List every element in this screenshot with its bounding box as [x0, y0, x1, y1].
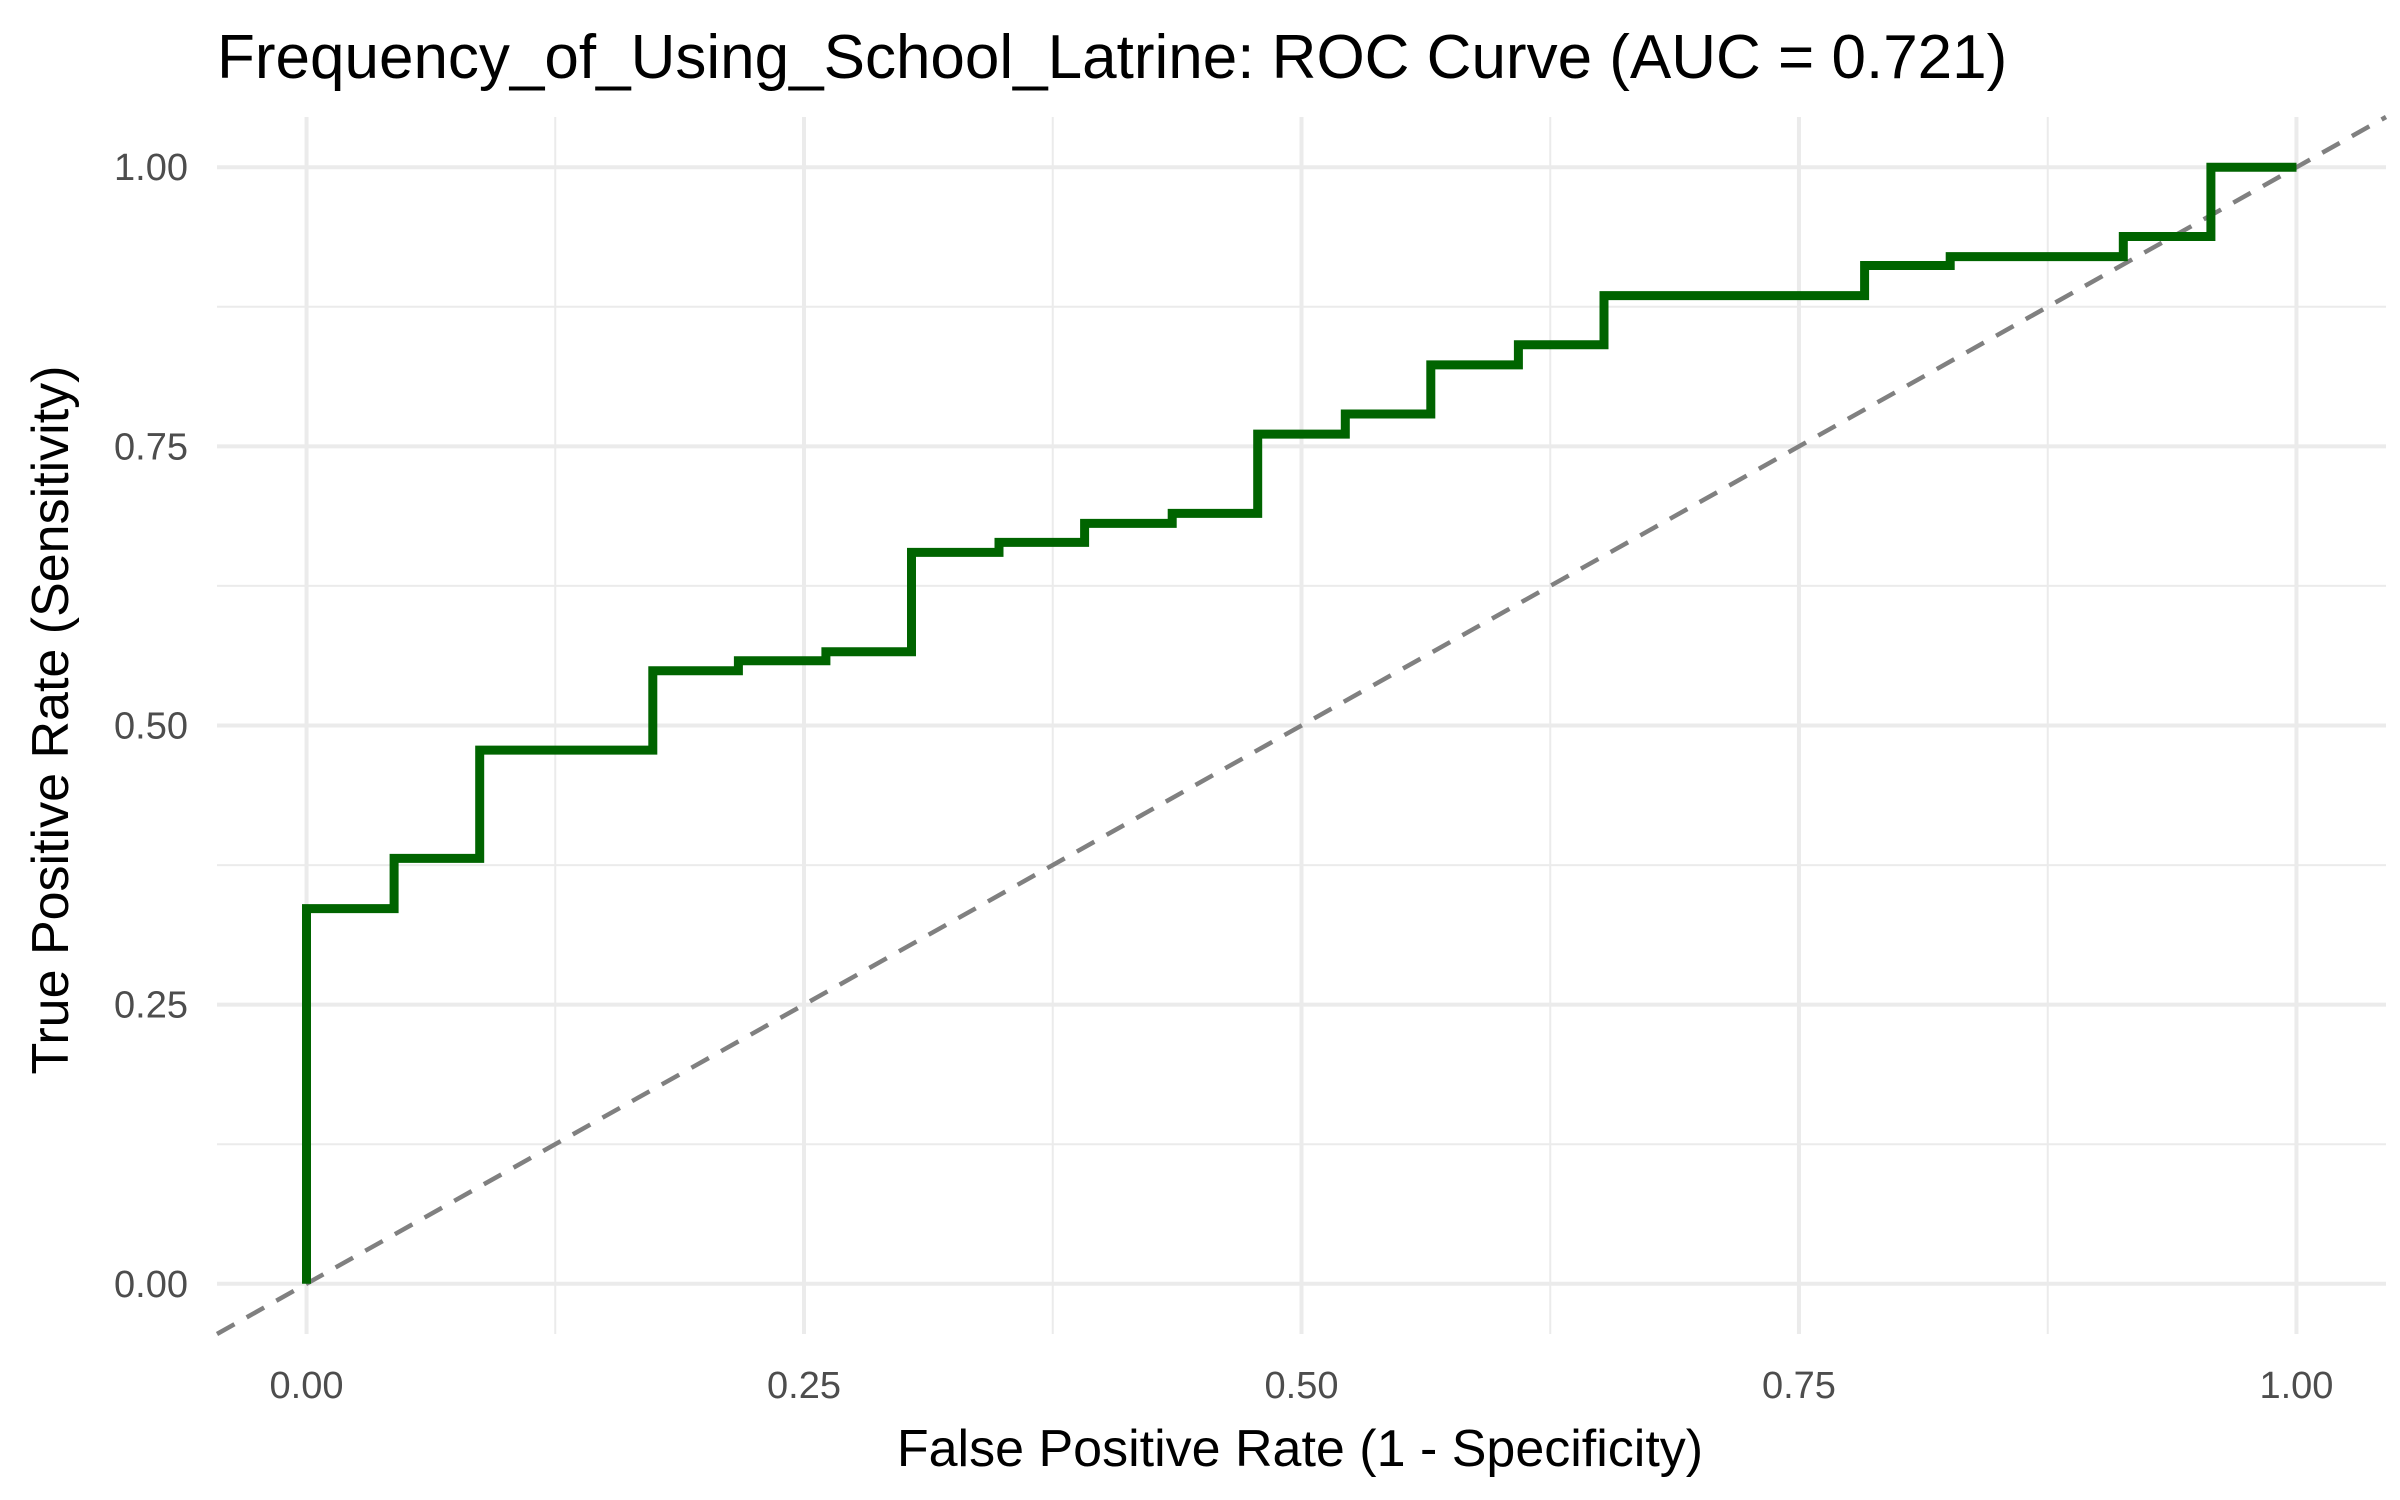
series-layer	[215, 115, 2388, 1336]
y-tick-label: 1.00	[114, 147, 188, 189]
y-tick-label: 0.50	[114, 706, 188, 748]
y-tick-label: 0.00	[114, 1264, 188, 1306]
x-tick-label: 1.00	[2259, 1365, 2333, 1407]
x-tick-label: 0.50	[1265, 1365, 1339, 1407]
x-tick-label: 0.75	[1762, 1365, 1836, 1407]
x-tick-label: 0.00	[270, 1365, 344, 1407]
y-axis-title: True Positive Rate (Sensitivity)	[22, 366, 80, 1075]
chart-title: Frequency_of_Using_School_Latrine: ROC C…	[217, 23, 2007, 92]
y-tick-label: 0.75	[114, 426, 188, 468]
y-tick-label: 0.25	[114, 985, 188, 1027]
x-tick-label: 0.25	[767, 1365, 841, 1407]
tick-labels: 0.00 0.25 0.50 0.75 1.00 0.00 0.25 0.50 0.75 1.00	[114, 147, 2333, 1407]
x-axis-title: False Positive Rate (1 - Specificity)	[897, 1420, 1703, 1478]
reference-diagonal-line	[215, 115, 2388, 1336]
grid-lines	[217, 117, 2386, 1334]
roc-curve-line	[302, 162, 2297, 1284]
